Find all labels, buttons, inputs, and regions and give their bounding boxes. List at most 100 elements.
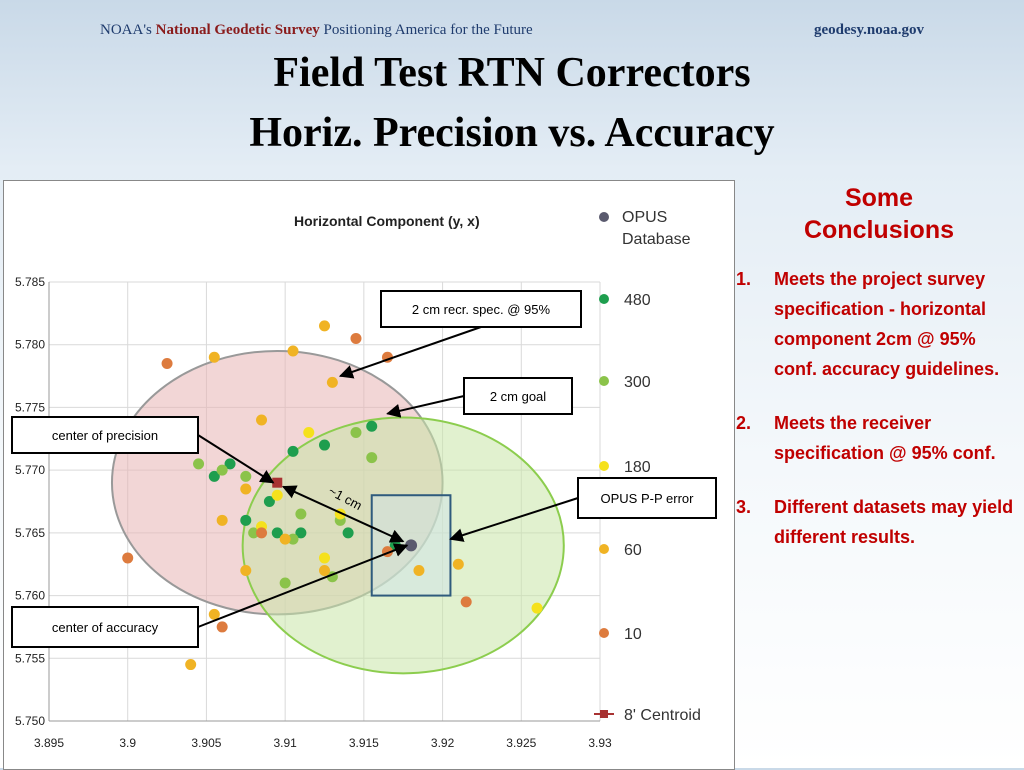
data-point: [240, 514, 252, 526]
y-tick-label: 5.785: [15, 275, 45, 289]
x-tick-label: 3.9: [119, 736, 136, 750]
chart-title: Horizontal Component (y, x): [294, 213, 480, 229]
data-point: [256, 527, 268, 539]
header-url[interactable]: geodesy.noaa.gov: [813, 22, 924, 38]
annotation-box: [463, 377, 573, 415]
data-point: [161, 358, 173, 370]
data-point: [287, 445, 299, 457]
legend-label: 8' Centroid: [624, 707, 701, 724]
data-point: [366, 420, 378, 432]
x-tick-label: 3.895: [34, 736, 64, 750]
annotation-label: OPUS P-P error: [601, 491, 695, 506]
data-point: [208, 351, 220, 363]
annotation-arrow: [197, 434, 275, 484]
data-point: [303, 427, 315, 439]
data-point: [224, 458, 236, 470]
legend-label: 60: [624, 542, 642, 559]
slide-title-line1: Field Test RTN Correctors: [273, 50, 751, 96]
data-point: [216, 514, 228, 526]
x-tick-label: 3.925: [506, 736, 536, 750]
x-tick-label: 3.93: [588, 736, 612, 750]
data-point: [319, 564, 330, 576]
data-point: [319, 320, 330, 332]
distance-arrow: [281, 485, 405, 543]
annotation-box: [577, 477, 717, 519]
data-point: [319, 439, 330, 451]
data-point: [208, 608, 220, 620]
x-tick-label: 3.92: [431, 736, 455, 750]
y-tick-label: 5.765: [15, 526, 45, 540]
data-point: [413, 564, 425, 576]
annotation-label: center of accuracy: [52, 620, 159, 635]
data-point: [240, 470, 252, 482]
header-org: NOAA's National Geodetic Survey Position…: [100, 22, 533, 39]
legend-label: 480: [624, 292, 651, 309]
legend-label: 180: [624, 459, 651, 476]
header-prefix: NOAA's: [100, 22, 152, 38]
legend-marker: [599, 212, 609, 222]
legend-marker: [599, 544, 609, 554]
annotation-label: 2 cm goal: [490, 389, 546, 404]
chart-svg: 5.785 5.780 5.775 5.770 5.765 5.760 5.755 5.750…: [11, 209, 717, 750]
conclusions-heading-line2: Conclusions: [803, 216, 954, 244]
data-point: [460, 596, 472, 608]
data-point: [240, 564, 252, 576]
annotation-arrow: [338, 326, 482, 379]
header-org-name: National Geodetic Survey: [155, 22, 320, 38]
y-tick-label: 5.750: [15, 714, 45, 728]
data-point: [263, 496, 275, 507]
annotation-box: [11, 606, 199, 648]
data-point: [452, 558, 464, 570]
data-point: [208, 470, 220, 482]
data-point: [240, 483, 252, 495]
y-tick-label: 5.755: [15, 651, 45, 665]
conclusion-item: 3. Different datasets may yield different…: [734, 492, 1019, 552]
conclusions-heading: Some Conclusions: [734, 182, 1024, 246]
x-tick-label: 3.91: [273, 736, 297, 750]
conclusions-heading-line1: Some: [844, 184, 914, 212]
scatter-chart: 5.785 5.780 5.775 5.770 5.765 5.760 5.755 5.750…: [3, 180, 735, 770]
conclusion-text: Meets the project survey specification -…: [774, 269, 1000, 379]
annotation-label: 2 cm recr. spec. @ 95%: [412, 302, 551, 317]
conclusion-number: 3.: [736, 497, 752, 517]
data-point: [295, 508, 307, 520]
data-point: [216, 621, 228, 633]
legend-label: Database: [622, 231, 691, 248]
data-point: [248, 527, 260, 539]
legend-marker: [599, 628, 609, 638]
data-point: [366, 452, 378, 464]
conclusion-text: Different datasets may yield different r…: [774, 497, 1014, 547]
annotation-arrow: [449, 497, 579, 542]
header-bar: NOAA's National Geodetic Survey Position…: [0, 0, 1024, 60]
data-point: [272, 477, 283, 488]
data-point: [271, 527, 283, 539]
data-point: [122, 552, 134, 564]
annotation-arrow: [197, 543, 409, 628]
data-point: [319, 552, 330, 564]
legend-marker: [599, 461, 609, 471]
conclusion-item: 2. Meets the receiver specification @ 95%…: [734, 408, 1019, 468]
y-tick-label: 5.780: [15, 338, 45, 352]
legend-marker: [599, 376, 609, 386]
conclusion-number: 1.: [736, 269, 752, 289]
x-tick-label: 3.915: [349, 736, 379, 750]
legend-label: 300: [624, 374, 651, 391]
data-point: [271, 489, 283, 501]
conclusion-item: 1. Meets the project survey specification…: [734, 264, 1019, 384]
legend-label: 10: [624, 626, 642, 643]
data-point: [279, 533, 291, 545]
data-point: [287, 345, 299, 357]
slide-title-line2: Horiz. Precision vs. Accuracy: [249, 110, 775, 156]
conclusions-panel: Some Conclusions 1. Meets the project sur…: [734, 180, 1024, 700]
legend-marker: [599, 294, 609, 304]
legend-marker: [600, 710, 608, 718]
data-point: [216, 464, 228, 476]
data-point: [326, 376, 338, 388]
y-tick-label: 5.760: [15, 589, 45, 603]
conclusions-list: 1. Meets the project survey specification…: [734, 264, 1024, 552]
legend-label: OPUS: [622, 209, 667, 226]
annotation-box: [380, 290, 582, 328]
x-tick-label: 3.905: [191, 736, 221, 750]
header-tagline: Positioning America for the Future: [323, 22, 533, 38]
annotation-arrow: [386, 395, 465, 418]
